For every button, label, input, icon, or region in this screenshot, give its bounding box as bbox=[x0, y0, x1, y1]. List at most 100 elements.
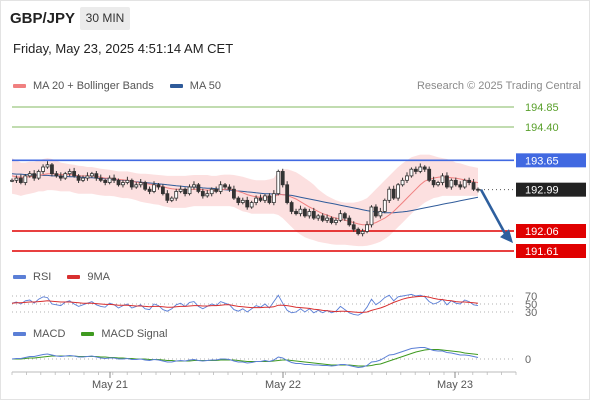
timeframe-button[interactable]: 30 MIN bbox=[80, 7, 130, 30]
candle-body bbox=[280, 171, 285, 186]
candle-body bbox=[267, 195, 272, 203]
candle-body bbox=[41, 166, 45, 172]
legend-macd-signal: MACD Signal bbox=[101, 328, 168, 340]
candle-body bbox=[298, 208, 303, 215]
currency-pair: GBP/JPY bbox=[10, 10, 76, 27]
ma20-swatch-icon bbox=[13, 84, 26, 88]
rsi-level-label: 70 bbox=[525, 291, 537, 303]
forecast-arrow-head bbox=[500, 229, 513, 244]
candle-body bbox=[360, 231, 365, 235]
forecast-arrow-shaft bbox=[479, 189, 509, 238]
candle-body bbox=[147, 188, 152, 192]
support-level-tag bbox=[516, 224, 586, 238]
candle-body bbox=[94, 173, 99, 179]
header-bar: GBP/JPY 30 MIN bbox=[0, 0, 590, 36]
candle-body bbox=[121, 182, 125, 186]
candle-body bbox=[196, 184, 201, 192]
ma20-line bbox=[11, 173, 479, 226]
candle-body bbox=[449, 179, 454, 188]
candle-body bbox=[418, 166, 423, 172]
candle-body bbox=[125, 179, 130, 183]
candle-body bbox=[467, 179, 472, 183]
support-level-tag bbox=[516, 244, 586, 258]
candle-body bbox=[405, 175, 409, 181]
candle-body bbox=[205, 193, 210, 197]
candle-body bbox=[263, 195, 267, 201]
candle-body bbox=[10, 179, 14, 182]
candle-body bbox=[427, 168, 432, 181]
candle-body bbox=[116, 179, 121, 186]
legend-ma50: MA 50 bbox=[189, 80, 221, 92]
candle-body bbox=[36, 171, 41, 179]
legend-ma20-bb: MA 20 + Bollinger Bands bbox=[33, 80, 154, 92]
candle-body bbox=[356, 228, 361, 235]
target-level-label: 194.85 bbox=[525, 102, 559, 114]
macd-swatch-icon bbox=[13, 332, 26, 336]
rsi-level-label: 50 bbox=[525, 299, 537, 311]
candle-body bbox=[103, 179, 108, 183]
resistance-level-label: 193.65 bbox=[525, 155, 559, 167]
candle-body bbox=[134, 184, 139, 188]
candle-body bbox=[174, 191, 179, 199]
candle-body bbox=[285, 184, 290, 203]
candle-body bbox=[369, 206, 374, 226]
macd-line bbox=[11, 347, 479, 369]
candle-body bbox=[471, 182, 476, 190]
support-level-label: 191.61 bbox=[525, 246, 559, 258]
candle-body bbox=[325, 217, 330, 221]
candle-body bbox=[232, 188, 236, 199]
candle-body bbox=[334, 219, 338, 223]
main-legend: MA 20 + Bollinger Bands MA 50 bbox=[13, 80, 221, 92]
rsi-swatch-icon bbox=[13, 275, 26, 279]
copyright-text: Research © 2025 Trading Central bbox=[416, 80, 581, 92]
candle-body bbox=[98, 177, 103, 181]
candle-body bbox=[76, 175, 81, 181]
x-axis-label: May 21 bbox=[92, 379, 128, 391]
candle-body bbox=[183, 188, 187, 195]
rsi-ma-swatch-icon bbox=[67, 275, 81, 279]
candle-body bbox=[258, 197, 263, 201]
legend-rsi-ma: 9MA bbox=[87, 271, 110, 283]
target-level-label: 194.40 bbox=[525, 122, 559, 134]
candle-body bbox=[276, 171, 281, 195]
candle-body bbox=[58, 175, 63, 179]
timestamp: Friday, May 23, 2025 4:51:14 AM CET bbox=[13, 41, 234, 56]
candle-body bbox=[214, 188, 219, 192]
candle-body bbox=[178, 188, 183, 192]
macd-signal-line bbox=[12, 349, 479, 367]
candle-body bbox=[351, 224, 356, 230]
candle-body bbox=[23, 175, 28, 183]
candle-body bbox=[396, 184, 401, 199]
candle-body bbox=[129, 179, 134, 188]
current-price-tag bbox=[516, 182, 586, 197]
candle-body bbox=[413, 168, 418, 172]
candle-body bbox=[254, 197, 258, 203]
rsi-ma-line bbox=[11, 295, 479, 313]
candle-body bbox=[223, 184, 227, 188]
candle-body bbox=[342, 213, 347, 219]
candle-body bbox=[391, 188, 396, 199]
candle-body bbox=[436, 182, 440, 186]
candle-body bbox=[107, 177, 112, 183]
candle-body bbox=[378, 211, 383, 217]
macd-level-label: 0 bbox=[525, 354, 531, 366]
candle-body bbox=[382, 199, 387, 212]
candle-body bbox=[14, 177, 19, 181]
candle-body bbox=[311, 211, 316, 219]
candle-body bbox=[271, 193, 276, 203]
bollinger-band-area bbox=[12, 154, 478, 247]
candle-body bbox=[67, 171, 72, 175]
candle-body bbox=[45, 164, 50, 168]
candle-body bbox=[329, 217, 334, 223]
candle-body bbox=[27, 173, 32, 177]
candle-body bbox=[422, 166, 427, 170]
candle-body bbox=[218, 184, 223, 192]
x-axis-label: May 22 bbox=[265, 379, 301, 391]
candle-body bbox=[138, 182, 143, 186]
candle-body bbox=[143, 182, 148, 190]
support-level-label: 192.06 bbox=[525, 226, 559, 238]
ma50-line bbox=[11, 173, 479, 214]
macd-legend: MACD MACD Signal bbox=[13, 328, 167, 340]
resistance-level-tag bbox=[516, 153, 586, 168]
candle-body bbox=[209, 188, 214, 195]
